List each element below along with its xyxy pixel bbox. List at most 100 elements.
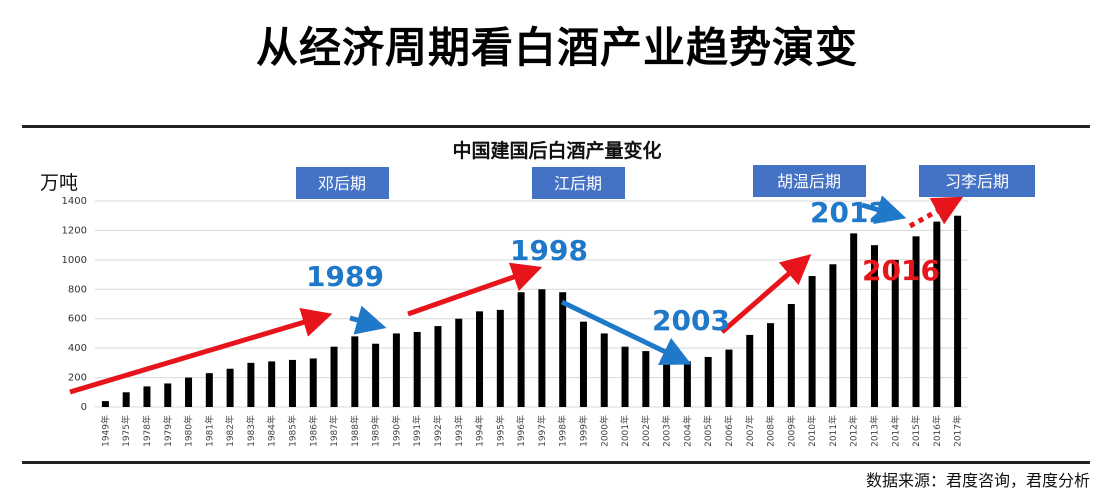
bar-1993年 — [455, 318, 463, 407]
bar-1975年 — [122, 392, 130, 407]
gridlines — [95, 200, 968, 408]
annotation-1998: 1998 — [510, 234, 588, 267]
bar-1995年 — [496, 309, 504, 407]
bar-1981年 — [205, 373, 213, 407]
bar-2015年 — [912, 236, 920, 407]
x-tick-label: 2000年 — [598, 415, 610, 447]
bar-2012年 — [850, 233, 858, 407]
x-tick-label: 1985年 — [286, 415, 298, 447]
bar-1949年 — [101, 401, 109, 407]
trend-arrow-up-1 — [69, 307, 333, 395]
bar-2014年 — [891, 259, 899, 407]
bar-2008年 — [767, 323, 775, 407]
bar-1999年 — [579, 321, 587, 407]
trend-arrow-down-1998 — [560, 299, 692, 365]
trend-arrow-up-3 — [720, 254, 812, 334]
x-tick-label: 1997年 — [536, 415, 548, 447]
annotation-2016: 2016 — [862, 254, 940, 287]
bar-2017年 — [954, 215, 962, 407]
x-tick-labels: 1949年 1975年 1978年 1979年 1980年 1981年 1982年 1983年… — [99, 415, 963, 447]
y-tick-label: 1200 — [62, 225, 87, 236]
bar-2001年 — [621, 346, 629, 407]
bar-2006年 — [725, 349, 733, 407]
bar-1983年 — [247, 362, 255, 407]
x-tick-label: 1978年 — [141, 415, 153, 447]
x-tick-label: 2015年 — [910, 415, 922, 447]
x-tick-label: 2001年 — [619, 415, 631, 447]
y-tick-label: 0 — [81, 402, 87, 413]
bar-2016年 — [933, 221, 941, 407]
bar-1987年 — [330, 346, 338, 407]
x-tick-label: 2004年 — [681, 415, 693, 447]
bar-1986年 — [309, 358, 317, 407]
bar-1985年 — [288, 359, 296, 407]
bar-1978年 — [143, 386, 151, 407]
x-tick-label: 2016年 — [931, 415, 943, 447]
x-tick-label: 2008年 — [765, 415, 777, 447]
x-tick-label: 2014年 — [889, 415, 901, 447]
x-tick-label: 1999年 — [577, 415, 589, 447]
x-tick-label: 2003年 — [661, 415, 673, 447]
bar-1980年 — [185, 377, 193, 407]
x-tick-label: 2006年 — [723, 415, 735, 447]
bar-2009年 — [787, 304, 795, 407]
bar-1982年 — [226, 368, 234, 407]
trend-arrow-dotted-2016 — [908, 196, 964, 229]
bar-1994年 — [476, 311, 484, 407]
data-source-note: 数据来源：君度咨询，君度分析 — [865, 471, 1090, 490]
era-label-huwen: 胡温后期 — [753, 165, 866, 197]
era-text-huwen: 胡温后期 — [777, 172, 841, 191]
bar-1992年 — [434, 326, 442, 407]
x-tick-label: 2013年 — [868, 415, 880, 447]
x-tick-label: 2010年 — [806, 415, 818, 447]
x-tick-label: 1980年 — [183, 415, 195, 447]
bar-1997年 — [538, 289, 546, 407]
era-text-jiang: 江后期 — [554, 174, 602, 193]
x-tick-label: 1988年 — [349, 415, 361, 447]
y-axis-unit-label: 万吨 — [40, 172, 79, 194]
era-label-deng: 邓后期 — [296, 167, 389, 199]
bar-1984年 — [268, 361, 276, 407]
bar-2011年 — [829, 264, 837, 407]
page-title: 从经济周期看白酒产业趋势演变 — [255, 23, 858, 72]
annotation-1989: 1989 — [306, 260, 384, 293]
bar-1988年 — [351, 336, 359, 407]
trend-arrow-side-2012 — [861, 195, 907, 225]
x-tick-label: 1994年 — [474, 415, 486, 447]
x-tick-label: 1983年 — [245, 415, 257, 447]
x-tick-label: 2012年 — [848, 415, 860, 447]
bar-1991年 — [413, 331, 421, 407]
x-tick-label: 2005年 — [702, 415, 714, 447]
x-tick-label: 1979年 — [162, 415, 174, 447]
bars — [101, 215, 962, 407]
bar-2010年 — [808, 276, 816, 407]
x-tick-label: 1996年 — [515, 415, 527, 447]
x-tick-label: 1975年 — [120, 415, 132, 447]
bar-1998年 — [559, 292, 567, 407]
y-tick-label: 800 — [68, 284, 87, 295]
bar-1979年 — [164, 383, 172, 407]
x-tick-label: 1991年 — [411, 415, 423, 447]
x-tick-label: 2002年 — [640, 415, 652, 447]
era-label-xili: 习李后期 — [919, 165, 1035, 197]
x-tick-label: 1992年 — [432, 415, 444, 447]
bar-2013年 — [870, 245, 878, 407]
trend-arrow-up-2 — [407, 262, 543, 317]
x-tick-label: 1981年 — [203, 415, 215, 447]
era-label-jiang: 江后期 — [532, 167, 625, 199]
bar-1990年 — [392, 333, 400, 407]
x-tick-label: 1993年 — [453, 415, 465, 447]
annotation-2003: 2003 — [652, 304, 730, 337]
x-tick-label: 2011年 — [827, 415, 839, 447]
bar-2000年 — [600, 333, 608, 407]
x-tick-label: 1949年 — [99, 415, 111, 447]
bar-2003年 — [663, 361, 671, 407]
y-tick-label: 200 — [68, 373, 87, 384]
x-tick-label: 1990年 — [390, 415, 402, 447]
x-tick-label: 2007年 — [744, 415, 756, 447]
x-tick-label: 1995年 — [494, 415, 506, 447]
y-tick-label: 600 — [68, 314, 87, 325]
era-text-deng: 邓后期 — [318, 174, 366, 193]
y-tick-label: 400 — [68, 343, 87, 354]
